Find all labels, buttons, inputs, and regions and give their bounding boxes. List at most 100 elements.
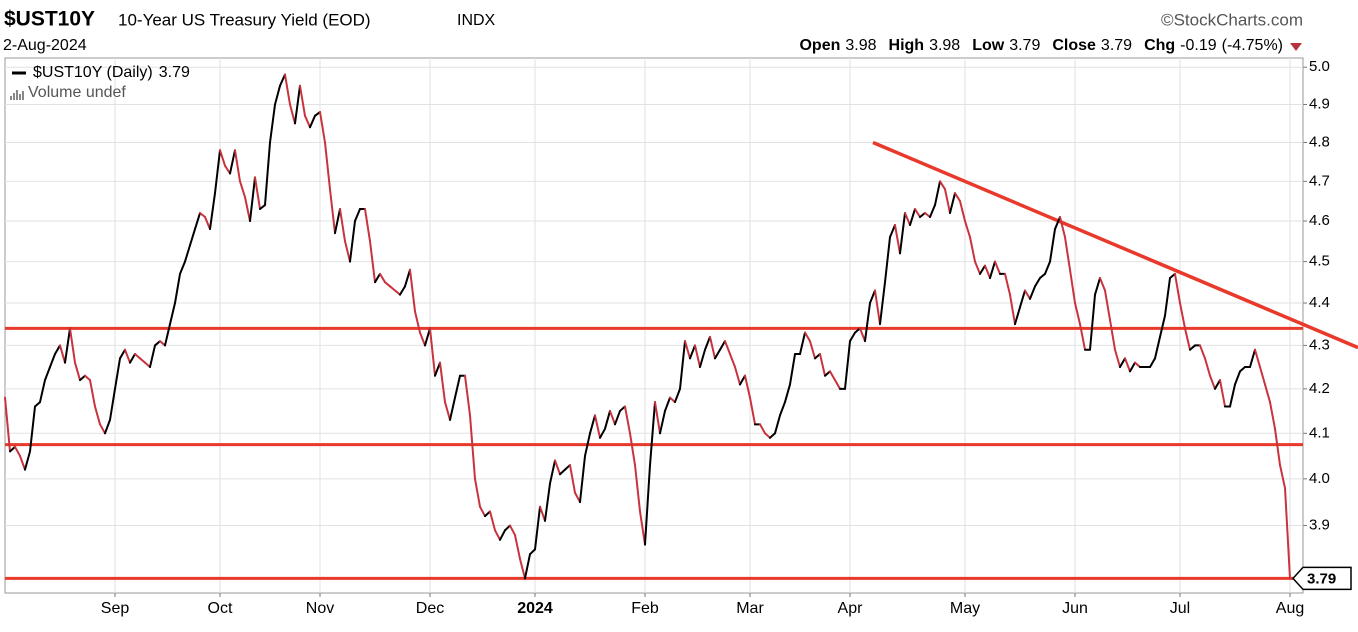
y-tick-label: 5.0	[1309, 58, 1330, 75]
price-segment	[479, 505, 486, 518]
y-tick-label: 4.0	[1309, 470, 1330, 487]
price-segment	[219, 149, 226, 167]
price-segment	[639, 510, 646, 546]
x-tick-label: Feb	[631, 600, 659, 617]
price-segment	[19, 454, 26, 471]
price-segment	[1099, 277, 1106, 292]
price-segment	[1184, 327, 1191, 351]
price-segment	[244, 196, 251, 223]
price-segment	[184, 244, 191, 263]
price-segment	[444, 401, 451, 421]
price-segment	[949, 192, 956, 215]
price-segment	[319, 111, 326, 144]
price-segment	[544, 482, 551, 522]
price-segment	[89, 379, 96, 408]
price-segment	[349, 220, 356, 263]
price-segment	[1114, 348, 1121, 369]
volume-icon	[10, 96, 12, 100]
stat-label: Chg	[1144, 37, 1175, 54]
y-tick-label: 4.8	[1309, 133, 1330, 150]
x-tick-label: 2024	[517, 600, 553, 617]
price-segment	[989, 260, 996, 280]
price-segment	[344, 240, 351, 263]
price-segment	[759, 423, 766, 435]
price-segment	[289, 103, 296, 125]
price-segment	[789, 353, 796, 386]
price-segment	[364, 208, 371, 243]
price-segment	[909, 208, 916, 227]
stat-label: Open	[799, 37, 840, 54]
price-segment	[139, 357, 146, 364]
price-segment	[594, 414, 601, 439]
price-segment	[54, 344, 61, 356]
price-segment	[1199, 344, 1206, 360]
price-segment	[1149, 357, 1156, 369]
price-segment	[764, 432, 771, 439]
price-segment	[44, 366, 51, 382]
price-segment	[29, 405, 36, 453]
price-segment	[579, 454, 586, 504]
price-segment	[199, 212, 206, 219]
legend-last-value: 3.79	[159, 64, 190, 81]
price-segment	[274, 84, 281, 106]
price-segment	[1024, 289, 1031, 300]
price-segment	[354, 208, 361, 223]
price-segment	[1229, 383, 1236, 408]
price-segment	[799, 331, 806, 356]
price-segment	[899, 212, 906, 255]
price-segment	[919, 212, 926, 219]
price-segment	[734, 366, 741, 386]
price-segment	[549, 459, 556, 485]
price-segment	[904, 212, 911, 227]
x-tick-label: Jul	[1170, 600, 1190, 617]
price-segment	[1274, 427, 1281, 467]
price-segment	[284, 73, 291, 106]
price-segment	[694, 344, 701, 369]
price-segment	[584, 432, 591, 457]
price-segment	[1284, 487, 1291, 580]
price-segment	[669, 396, 676, 404]
price-segment	[1249, 348, 1256, 369]
price-segment	[739, 374, 746, 386]
price-segment	[129, 353, 136, 364]
price-segment	[614, 409, 621, 426]
x-tick-label: Sep	[101, 600, 130, 617]
price-segment	[454, 374, 461, 399]
price-segment	[404, 268, 411, 288]
price-segment	[824, 370, 831, 377]
price-segment	[429, 327, 436, 377]
volume-label: Volume undef	[28, 84, 126, 101]
price-segment	[634, 464, 641, 513]
price-segment	[439, 361, 446, 404]
y-tick-label: 4.5	[1309, 253, 1330, 270]
price-segment	[1094, 277, 1101, 296]
price-segment	[449, 396, 456, 421]
price-segment	[1064, 236, 1071, 271]
price-segment	[944, 188, 951, 215]
price-segment	[259, 204, 266, 211]
price-segment	[1254, 348, 1261, 369]
stat-value: 3.98	[929, 37, 960, 54]
price-segment	[889, 224, 896, 239]
price-segment	[1044, 260, 1051, 275]
stats: Open 3.98 High 3.98 Low 3.79 Close 3.79 Chg -0.19…	[799, 37, 1283, 54]
price-segment	[1049, 228, 1056, 263]
y-tick-label: 3.9	[1309, 517, 1330, 534]
down-arrow	[1290, 43, 1302, 51]
stat-value: 3.79	[1009, 37, 1040, 54]
price-segment	[819, 353, 826, 377]
price-segment	[484, 510, 491, 518]
price-segment	[1134, 361, 1141, 369]
stat-label: Low	[972, 37, 1005, 54]
price-segment	[1074, 302, 1081, 326]
price-segment	[49, 353, 56, 369]
price-segment	[929, 204, 936, 219]
price-segment	[264, 141, 271, 207]
price-segment	[834, 379, 841, 390]
price-segment	[394, 289, 401, 296]
legend-entry: $UST10Y (Daily) 3.79	[33, 64, 190, 81]
price-segment	[894, 224, 901, 255]
price-segment	[729, 353, 736, 369]
price-segment	[724, 340, 731, 356]
price-segment	[249, 176, 256, 223]
